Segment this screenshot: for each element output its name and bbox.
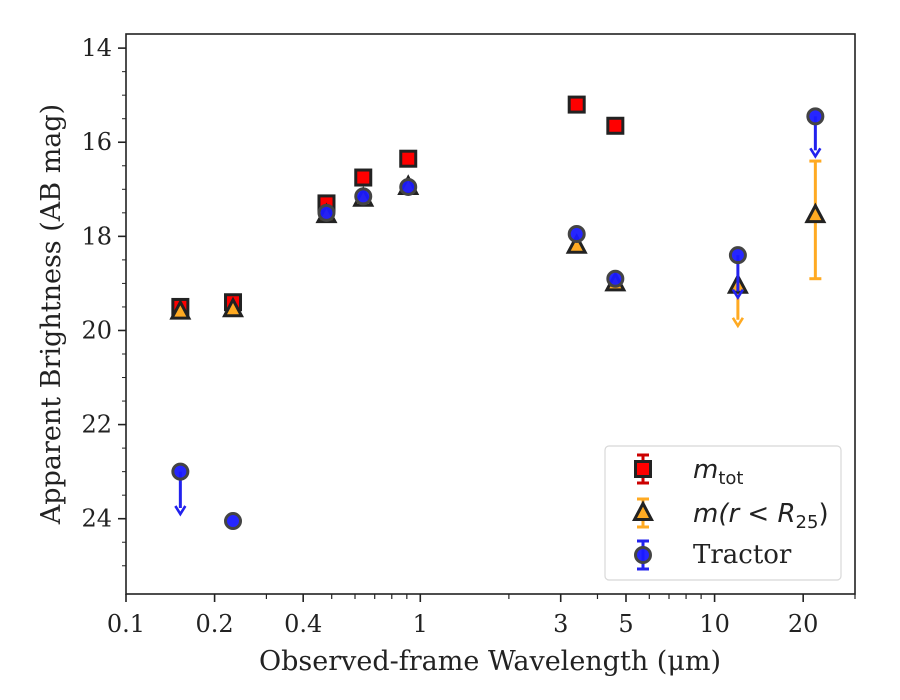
plot-marks (169, 95, 827, 531)
circle-point-1 (224, 512, 243, 531)
y-tick-label-0: 14 (81, 34, 112, 62)
series-circle (171, 107, 825, 531)
legend-mr25-close: ) (818, 499, 828, 529)
x-tick-label-0: 0.1 (107, 610, 145, 638)
x-tick-label-6: 10 (699, 610, 730, 638)
legend-mtot-symbol: m (693, 455, 718, 485)
circle-limit-arrow-8-head (809, 147, 822, 159)
plot-frame (125, 33, 856, 595)
series-triangle (169, 159, 827, 329)
circle-point-5 (567, 225, 586, 243)
y-tick-label-2: 18 (81, 222, 112, 250)
circle-point-3 (354, 187, 373, 206)
circle-point-0 (171, 462, 190, 481)
circle-point-6 (606, 269, 625, 288)
x-tick-label-2: 0.4 (284, 610, 322, 638)
circle-point-4 (399, 177, 418, 196)
triangle-limit-arrow-7-head (731, 317, 744, 329)
square-point-6 (606, 116, 625, 135)
legend-mtot-subscript: tot (718, 468, 743, 489)
x-tick-label-1: 0.2 (196, 610, 234, 638)
triangle-point-0 (169, 298, 192, 320)
legend-tractor-label: Tractor (693, 540, 792, 570)
y-tick-label-5: 24 (81, 505, 112, 533)
legend-mr25-subscript: 25 (796, 512, 819, 533)
circle-point-8 (806, 107, 825, 126)
x-tick-label-3: 1 (413, 610, 428, 638)
y-tick-label-1: 16 (81, 128, 112, 156)
triangle-point-1 (222, 296, 245, 318)
circle-point-2 (317, 203, 336, 222)
legend-box (604, 445, 842, 581)
legend-tractor-marker (634, 539, 652, 571)
x-axis-label: Observed-frame Wavelength (μm) (259, 646, 721, 677)
legend-mr25-marker-symbol (632, 500, 654, 521)
square-point-3 (354, 168, 373, 187)
circle-limit-arrow-0-head (174, 505, 187, 517)
legend-mtot-marker-symbol (634, 460, 652, 478)
triangle-point-8 (804, 202, 827, 224)
x-tick-label-7: 20 (788, 610, 819, 638)
y-tick-label-4: 22 (81, 411, 112, 439)
legend-mtot-label: mtot (693, 455, 743, 489)
circle-point-7 (728, 246, 747, 265)
triangle-point-5 (565, 233, 588, 254)
y-axis-label: Apparent Brightness (AB mag) (36, 104, 67, 525)
legend-mr25-marker (632, 497, 654, 529)
square-point-5 (567, 95, 586, 114)
square-point-4 (399, 149, 418, 168)
series-square (171, 95, 625, 316)
legend-tractor-marker-symbol (634, 546, 652, 564)
x-tick-label-5: 5 (618, 610, 633, 638)
x-tick-label-4: 3 (553, 610, 568, 638)
legend-mtot-marker (634, 453, 652, 485)
y-tick-label-3: 20 (81, 316, 112, 344)
legend-mr25-label: m(r < R25) (693, 499, 829, 533)
y-axis-ticks: 14 16 18 20 22 24 (81, 34, 126, 567)
legend: mtot m(r < R25) Tractor (604, 445, 842, 581)
legend-mr25-symbol: m(r < R (693, 499, 796, 529)
x-axis-ticks: 0.1 0.2 0.4 1 3 5 10 20 (107, 594, 856, 638)
circle-limit-arrow-7-head (731, 288, 744, 300)
